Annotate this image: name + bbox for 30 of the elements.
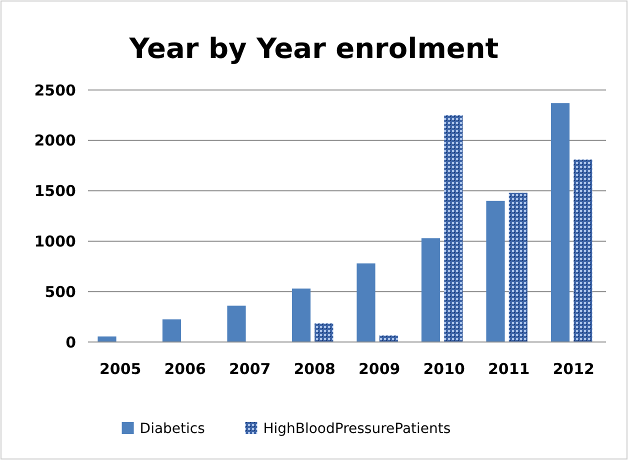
y-tick-label: 0 — [66, 333, 76, 352]
legend-label: HighBloodPressurePatients — [263, 421, 451, 437]
bar — [508, 192, 528, 342]
bar — [227, 306, 246, 342]
x-tick-label: 2007 — [229, 360, 271, 378]
y-tick-label: 1500 — [34, 182, 76, 200]
bar — [444, 115, 463, 342]
bar — [574, 160, 592, 342]
y-tick-label: 2500 — [34, 81, 76, 100]
bar — [292, 288, 311, 342]
y-tick-label: 2000 — [34, 132, 76, 150]
bar — [486, 200, 505, 342]
chart-title: Year by Year enrolment — [128, 32, 499, 65]
y-tick-label: 1000 — [34, 232, 76, 250]
bar — [421, 238, 440, 342]
bar — [356, 263, 376, 342]
bar — [98, 336, 116, 342]
x-tick-label: 2011 — [488, 360, 530, 378]
bar — [379, 335, 398, 342]
bar — [550, 103, 570, 342]
x-tick-label: 2005 — [100, 360, 142, 378]
x-tick-label: 2008 — [294, 360, 336, 378]
x-tick-label: 2012 — [552, 360, 594, 378]
bar — [314, 323, 334, 342]
y-tick-label: 500 — [44, 282, 76, 301]
x-tick-label: 2010 — [423, 360, 465, 378]
legend-label: Diabetics — [140, 421, 205, 437]
bar — [162, 319, 182, 342]
x-tick-label: 2009 — [358, 360, 400, 378]
x-tick-label: 2006 — [164, 360, 206, 378]
